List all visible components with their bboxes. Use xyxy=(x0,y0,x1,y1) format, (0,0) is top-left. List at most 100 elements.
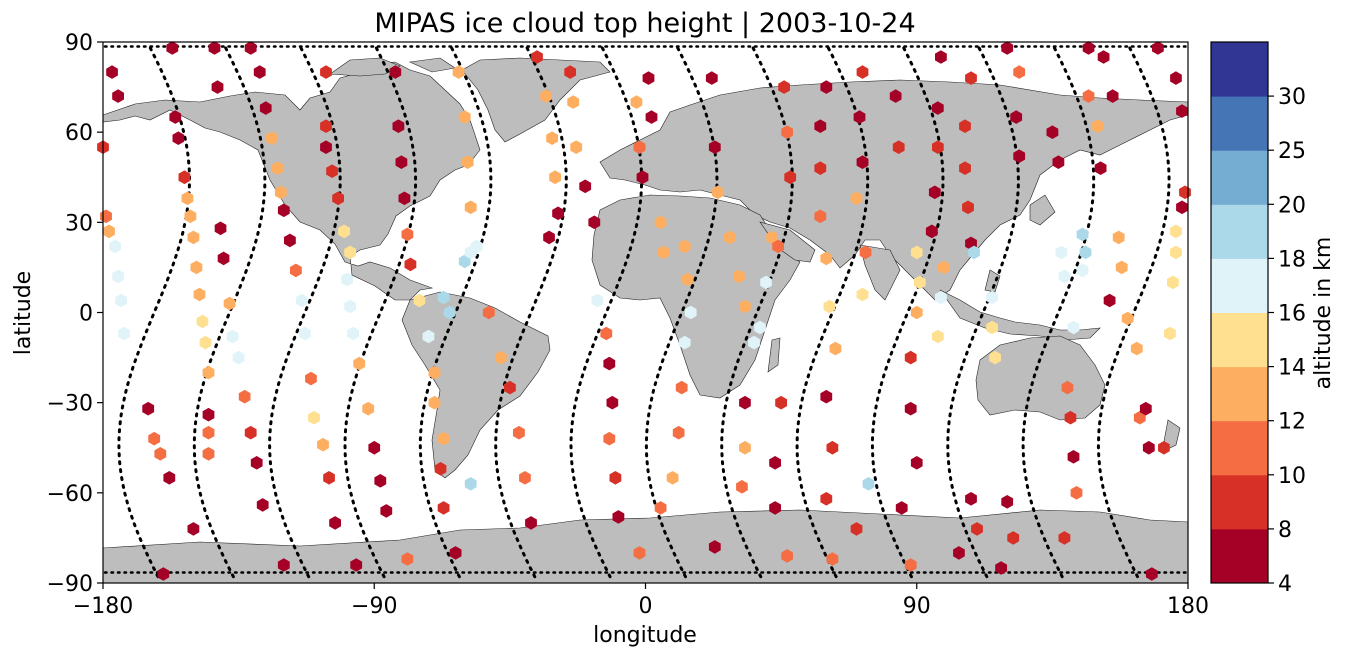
cloud-marker xyxy=(519,471,531,485)
cloud-marker xyxy=(404,257,417,272)
cloud-marker xyxy=(1052,155,1065,169)
orbit-track xyxy=(192,46,267,579)
y-tick-label: −30 xyxy=(47,392,93,417)
cloud-marker xyxy=(178,170,191,185)
cloud-marker xyxy=(889,89,902,103)
cloud-marker xyxy=(1067,450,1080,464)
orbit-track xyxy=(494,46,568,579)
cloud-marker xyxy=(633,546,646,560)
cloud-marker xyxy=(350,558,363,572)
orbit-track xyxy=(946,46,1020,579)
cloud-marker xyxy=(1013,149,1026,163)
x-axis-ticks: −180 −90 0 90 180 xyxy=(73,583,1209,619)
x-tick-label: −180 xyxy=(73,594,133,619)
cloud-marker xyxy=(344,299,356,314)
cloud-marker xyxy=(1007,531,1020,545)
cloud-marker xyxy=(666,471,679,485)
cloud-marker xyxy=(826,440,839,455)
cloud-marker xyxy=(705,71,718,85)
cloud-marker xyxy=(118,326,130,341)
y-tick-label: −90 xyxy=(47,572,93,597)
cloud-marker xyxy=(389,65,402,79)
cloud-marker xyxy=(892,140,905,154)
cloud-marker xyxy=(196,314,209,329)
cloud-marker xyxy=(895,501,908,515)
colorbar-segment xyxy=(1211,474,1268,530)
cloud-marker xyxy=(166,41,179,55)
cloud-marker xyxy=(862,477,875,491)
cloud-marker xyxy=(187,230,200,245)
cloud-marker xyxy=(820,251,833,266)
cloud-marker xyxy=(859,245,872,260)
cloud-marker xyxy=(708,140,721,154)
cloud-marker xyxy=(1103,293,1116,308)
cloud-marker xyxy=(829,341,842,356)
cloud-marker xyxy=(172,131,185,145)
colorbar-segment xyxy=(1211,96,1268,151)
cloud-marker xyxy=(784,170,797,185)
cloud-marker xyxy=(1079,245,1092,260)
cloud-marker xyxy=(461,155,474,169)
cloud-marker xyxy=(612,510,625,524)
cloud-marker xyxy=(320,140,332,154)
orbit-track xyxy=(418,46,493,579)
cloud-marker xyxy=(1046,125,1059,139)
cloud-marker xyxy=(329,516,341,530)
cloud-marker xyxy=(112,89,124,103)
cloud-marker xyxy=(323,471,335,485)
cloud-marker xyxy=(1130,341,1143,356)
cloud-marker xyxy=(904,350,917,365)
cloud-marker xyxy=(154,447,167,461)
colorbar-segment xyxy=(1211,42,1268,97)
cloud-marker xyxy=(395,155,408,169)
cloud-marker xyxy=(1082,89,1095,103)
cloud-marker xyxy=(1112,230,1125,245)
cloud-marker xyxy=(711,185,724,200)
orbit-track xyxy=(268,46,342,579)
cloud-marker xyxy=(820,389,833,404)
chart-title: MIPAS ice cloud top height | 2003-10-24 xyxy=(374,8,915,39)
orbit-track xyxy=(343,46,418,579)
cloud-marker xyxy=(904,558,917,572)
cloud-marker xyxy=(1076,263,1089,278)
cloud-marker xyxy=(630,95,643,109)
cloud-marker xyxy=(290,263,302,278)
cloud-marker xyxy=(112,269,124,284)
cloud-marker xyxy=(932,329,944,344)
cloud-marker xyxy=(904,401,917,416)
x-tick-label: 0 xyxy=(639,594,653,619)
cloud-marker xyxy=(678,239,691,254)
cloud-marker xyxy=(202,447,215,461)
cloud-marker xyxy=(724,230,736,245)
cloud-marker xyxy=(579,179,592,194)
cloud-marker xyxy=(567,95,580,109)
cloud-marker xyxy=(401,552,414,566)
cloud-marker xyxy=(1164,326,1176,341)
cloud-marker xyxy=(1001,495,1014,509)
colorbar-segment xyxy=(1211,204,1268,259)
cloud-marker xyxy=(443,305,456,320)
cloud-marker xyxy=(217,251,230,266)
cloud-marker xyxy=(464,477,477,491)
cloud-marker xyxy=(226,329,239,344)
cloud-marker xyxy=(1170,224,1182,239)
cloud-marker xyxy=(769,501,781,515)
cloud-marker xyxy=(769,456,781,470)
cloud-marker xyxy=(1067,320,1080,335)
colorbar: 4 8 10 12 14 16 18 20 25 30 xyxy=(1210,41,1306,597)
cloud-marker xyxy=(1058,269,1071,284)
cloud-marker xyxy=(1097,50,1110,64)
cloud-marker xyxy=(552,206,564,221)
orbit-track xyxy=(644,46,719,579)
colorbar-tick-label: 10 xyxy=(1278,464,1306,489)
cloud-marker xyxy=(678,335,691,350)
cloud-marker xyxy=(1070,486,1083,500)
cloud-marker xyxy=(449,546,462,560)
cloud-marker xyxy=(494,350,507,365)
cloud-marker xyxy=(910,456,923,470)
cloud-marker xyxy=(850,191,863,206)
cloud-marker xyxy=(525,516,537,530)
cloud-marker xyxy=(814,119,827,133)
colorbar-tick-label: 30 xyxy=(1278,85,1306,110)
